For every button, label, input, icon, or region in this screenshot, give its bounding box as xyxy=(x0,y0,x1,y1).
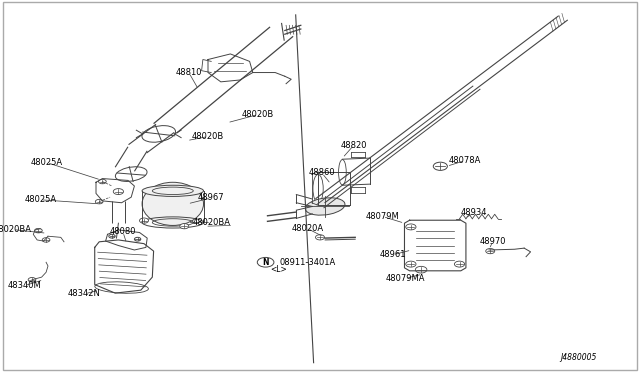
Ellipse shape xyxy=(142,182,204,225)
Text: 48860: 48860 xyxy=(308,169,335,177)
Text: 48020B: 48020B xyxy=(192,132,224,141)
Circle shape xyxy=(406,224,416,230)
Circle shape xyxy=(257,257,274,267)
Text: 48967: 48967 xyxy=(198,193,225,202)
Circle shape xyxy=(113,189,124,195)
Text: 48079MA: 48079MA xyxy=(386,274,426,283)
Circle shape xyxy=(140,218,148,223)
Circle shape xyxy=(42,238,50,242)
Circle shape xyxy=(406,261,416,267)
Circle shape xyxy=(316,235,324,240)
Text: <L>: <L> xyxy=(271,265,287,274)
Text: 48340M: 48340M xyxy=(8,281,41,290)
Text: 48342N: 48342N xyxy=(68,289,101,298)
Text: 48079M: 48079M xyxy=(366,212,399,221)
Circle shape xyxy=(99,179,106,184)
Text: 48020B: 48020B xyxy=(242,110,274,119)
Circle shape xyxy=(415,266,427,273)
Ellipse shape xyxy=(305,198,345,215)
Text: 48080: 48080 xyxy=(109,227,136,236)
Text: 48025A: 48025A xyxy=(24,195,56,204)
Circle shape xyxy=(28,278,36,282)
Circle shape xyxy=(35,228,42,233)
Text: 48970: 48970 xyxy=(479,237,506,246)
Text: 48934: 48934 xyxy=(461,208,488,217)
Text: 48020BA: 48020BA xyxy=(192,218,230,227)
Circle shape xyxy=(433,162,447,170)
Circle shape xyxy=(95,199,103,204)
Text: 48020A: 48020A xyxy=(291,224,323,233)
Text: 48020BA: 48020BA xyxy=(0,225,32,234)
Text: 48961: 48961 xyxy=(380,250,406,259)
Text: 48820: 48820 xyxy=(340,141,367,150)
Text: 48810: 48810 xyxy=(175,68,202,77)
Circle shape xyxy=(109,234,115,238)
Circle shape xyxy=(486,248,495,254)
Text: N: N xyxy=(262,258,269,267)
Circle shape xyxy=(180,224,189,229)
Text: 48025A: 48025A xyxy=(31,158,63,167)
Circle shape xyxy=(454,261,465,267)
Text: 48078A: 48078A xyxy=(449,156,481,165)
Circle shape xyxy=(134,237,141,241)
Text: J4880005: J4880005 xyxy=(561,353,597,362)
Ellipse shape xyxy=(142,185,204,196)
Text: 08911-3401A: 08911-3401A xyxy=(279,258,335,267)
